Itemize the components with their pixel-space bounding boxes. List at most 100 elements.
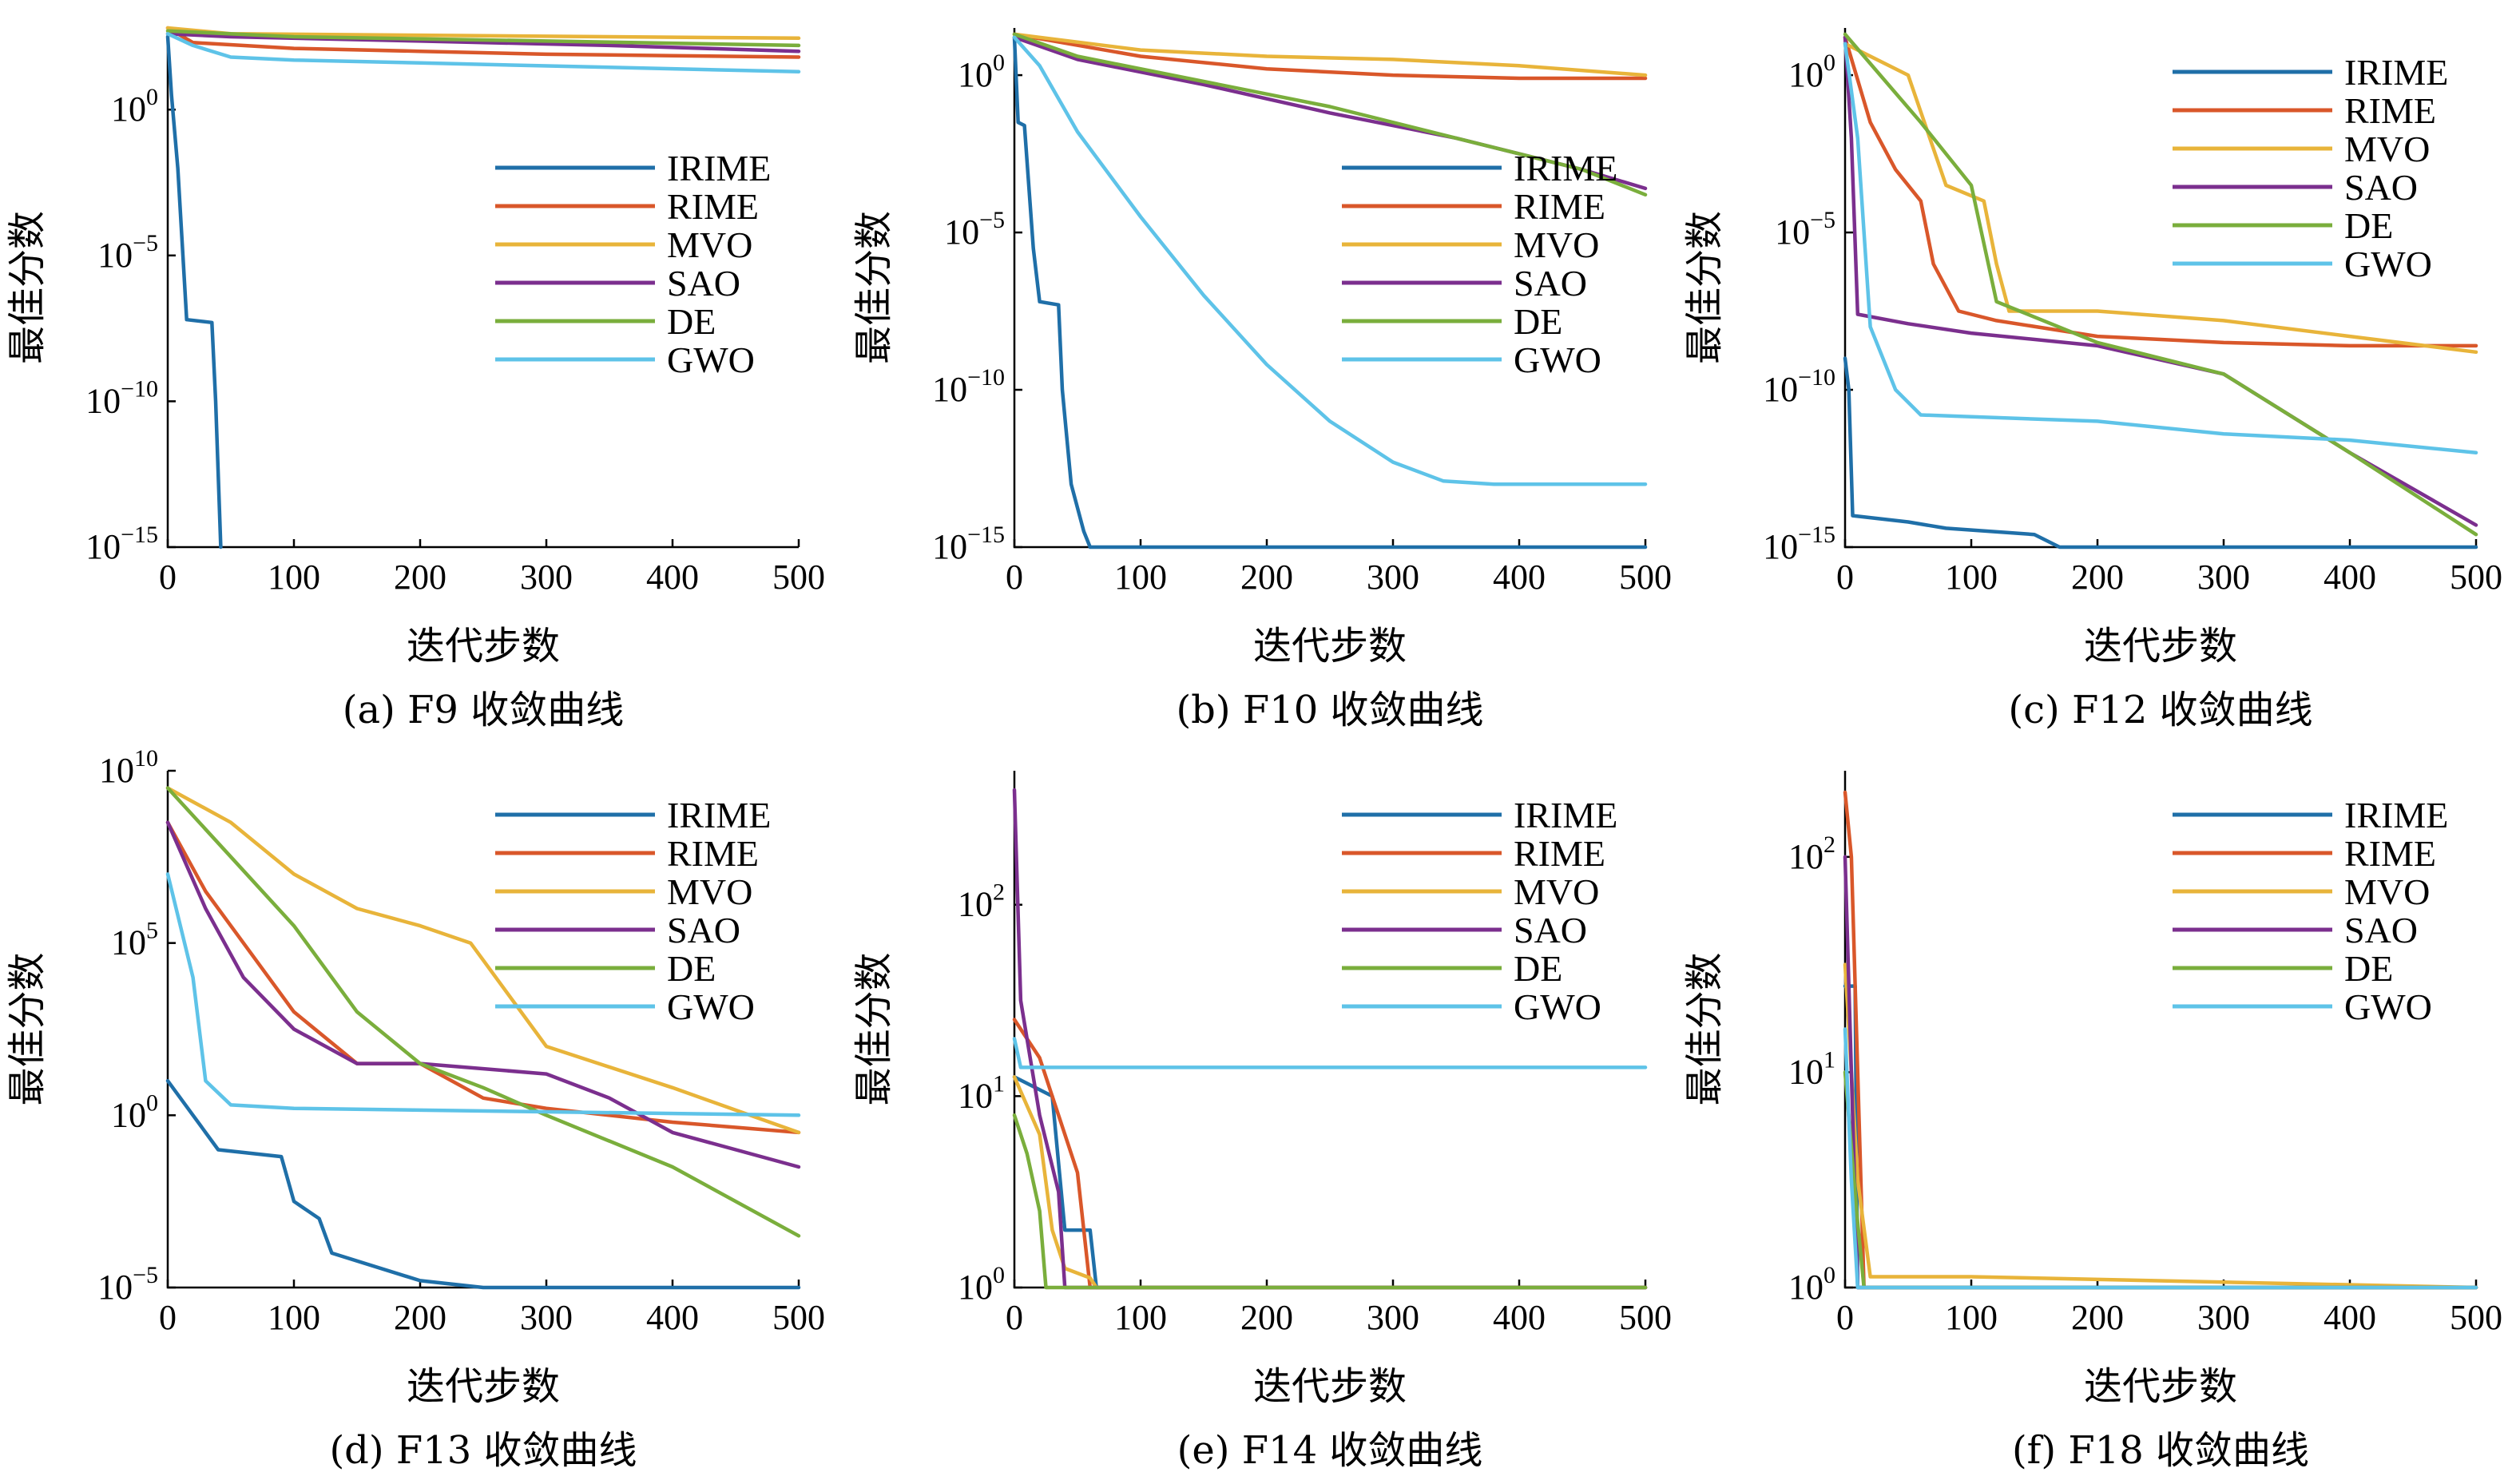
x-tick-label: 200 <box>394 557 446 597</box>
x-tick-label: 500 <box>772 1298 825 1337</box>
x-tick-label: 400 <box>1493 1298 1546 1337</box>
x-tick-label: 500 <box>1619 557 1672 597</box>
x-tick-label: 500 <box>2450 557 2502 597</box>
x-tick-label: 200 <box>2071 1298 2124 1337</box>
chart-panel-0: 0 100 200 300 400 500 100 10−5 10−10 10−15 IRIMERI… <box>5 26 825 732</box>
legend-label-mvo: MVO <box>2344 871 2430 912</box>
panel-caption: (f) F18 收敛曲线 <box>2012 1428 2309 1473</box>
y-tick-label: 100 <box>958 1262 1005 1307</box>
series-line-sao <box>165 820 801 1169</box>
series-line-rime <box>165 26 801 59</box>
panel-caption: (d) F13 收敛曲线 <box>329 1428 637 1473</box>
legend-label-de: DE <box>667 301 716 342</box>
x-tick-label: 100 <box>1945 557 1998 597</box>
x-axis-label: 迭代步数 <box>2084 624 2237 669</box>
series-line-gwo <box>1012 35 1648 486</box>
y-axis-label: 最佳分数 <box>851 952 896 1105</box>
panel-caption: (e) F14 收敛曲线 <box>1177 1428 1483 1473</box>
x-tick-label: 400 <box>2324 557 2376 597</box>
series-line-mvo <box>1012 1075 1648 1290</box>
legend-label-mvo: MVO <box>2344 129 2430 169</box>
panel-caption: (b) F10 收敛曲线 <box>1176 688 1483 732</box>
series-line-rime <box>1012 32 1648 81</box>
legend-label-irime: IRIME <box>2344 795 2448 835</box>
y-axis-label: 最佳分数 <box>851 211 896 364</box>
legend-label-gwo: GWO <box>2344 244 2432 284</box>
x-tick-label: 400 <box>646 1298 699 1337</box>
legend-label-rime: RIME <box>1514 833 1605 874</box>
y-tick-label: 10−5 <box>944 207 1005 252</box>
y-tick-label: 101 <box>1788 1046 1835 1091</box>
y-tick-label: 10−15 <box>85 522 158 566</box>
legend-label-mvo: MVO <box>667 224 752 265</box>
x-tick-label: 400 <box>1493 557 1546 597</box>
legend-label-irime: IRIME <box>1514 795 1617 835</box>
x-tick-label: 0 <box>1006 1298 1023 1337</box>
chart-panel-4: 0 100 200 300 400 500102101100IRIMERIMEMVOSAO… <box>851 771 1672 1473</box>
legend-label-rime: RIME <box>2344 90 2436 131</box>
series-line-de <box>1012 32 1648 197</box>
series-line-gwo <box>1843 1027 2478 1290</box>
chart-panel-5: 0 100 200 300 400 500102101100IRIMERIMEMVOSAO… <box>1682 771 2502 1473</box>
x-axis-label: 迭代步数 <box>2084 1364 2237 1409</box>
legend-label-gwo: GWO <box>1514 986 1601 1027</box>
legend-label-mvo: MVO <box>667 871 752 912</box>
legend-label-rime: RIME <box>667 833 759 874</box>
x-axis-label: 迭代步数 <box>1253 1364 1407 1409</box>
y-tick-label: 1010 <box>99 745 158 790</box>
series-line-de <box>165 29 801 48</box>
x-tick-label: 0 <box>1836 557 1854 597</box>
series-line-mvo <box>1012 32 1648 77</box>
y-tick-label: 10−15 <box>1763 522 1835 566</box>
x-tick-label: 100 <box>268 1298 320 1337</box>
x-tick-label: 200 <box>2071 557 2124 597</box>
x-tick-label: 200 <box>1240 1298 1293 1337</box>
legend-label-gwo: GWO <box>1514 339 1601 380</box>
y-axis-label: 最佳分数 <box>5 952 50 1105</box>
legend-label-sao: SAO <box>667 263 740 304</box>
y-tick-label: 100 <box>1788 50 1835 94</box>
series-line-irime <box>1012 35 1648 550</box>
y-tick-label: 101 <box>958 1070 1005 1115</box>
series-line-de <box>1843 1070 2478 1290</box>
chart-panel-1: 0 100 200 300 400 500 100 10−5 10−10 10−15 IRIMERI… <box>851 28 1672 732</box>
legend-label-de: DE <box>2344 948 2393 989</box>
legend-label-de: DE <box>1514 301 1562 342</box>
series-line-de <box>1012 1113 1648 1290</box>
series-line-irime <box>165 34 223 550</box>
series-line-gwo <box>1843 42 2478 455</box>
series-line-irime <box>1843 984 2478 1290</box>
x-axis-label: 迭代步数 <box>407 1364 560 1409</box>
y-tick-label: 105 <box>111 918 158 962</box>
y-tick-label: 10−15 <box>932 522 1005 566</box>
x-tick-label: 300 <box>1367 557 1419 597</box>
y-tick-label: 10−10 <box>85 375 158 420</box>
y-axis-label: 最佳分数 <box>1682 211 1727 364</box>
x-tick-label: 300 <box>520 1298 573 1337</box>
y-tick-label: 102 <box>1788 831 1835 876</box>
y-tick-label: 100 <box>111 1089 158 1134</box>
y-tick-label: 10−5 <box>97 230 158 275</box>
x-tick-label: 500 <box>1619 1298 1672 1337</box>
x-tick-label: 200 <box>1240 557 1293 597</box>
series-line-irime <box>1012 1075 1648 1290</box>
y-tick-label: 10−10 <box>1763 364 1835 409</box>
x-tick-label: 400 <box>646 557 699 597</box>
x-tick-label: 500 <box>772 557 825 597</box>
legend-label-gwo: GWO <box>667 986 755 1027</box>
legend-label-rime: RIME <box>1514 186 1605 227</box>
x-tick-label: 0 <box>1836 1298 1854 1337</box>
series-line-sao <box>165 32 801 54</box>
x-tick-label: 0 <box>1006 557 1023 597</box>
legend-label-mvo: MVO <box>1514 224 1599 265</box>
series-line-irime <box>165 1078 801 1290</box>
y-tick-label: 100 <box>111 84 158 129</box>
legend-label-gwo: GWO <box>2344 986 2432 1027</box>
y-tick-label: 10−5 <box>1775 207 1835 252</box>
series-line-rime <box>1012 1018 1648 1290</box>
y-tick-label: 100 <box>958 50 1005 94</box>
legend-label-irime: IRIME <box>1514 148 1617 188</box>
x-tick-label: 100 <box>1114 557 1167 597</box>
x-tick-label: 300 <box>2197 557 2250 597</box>
